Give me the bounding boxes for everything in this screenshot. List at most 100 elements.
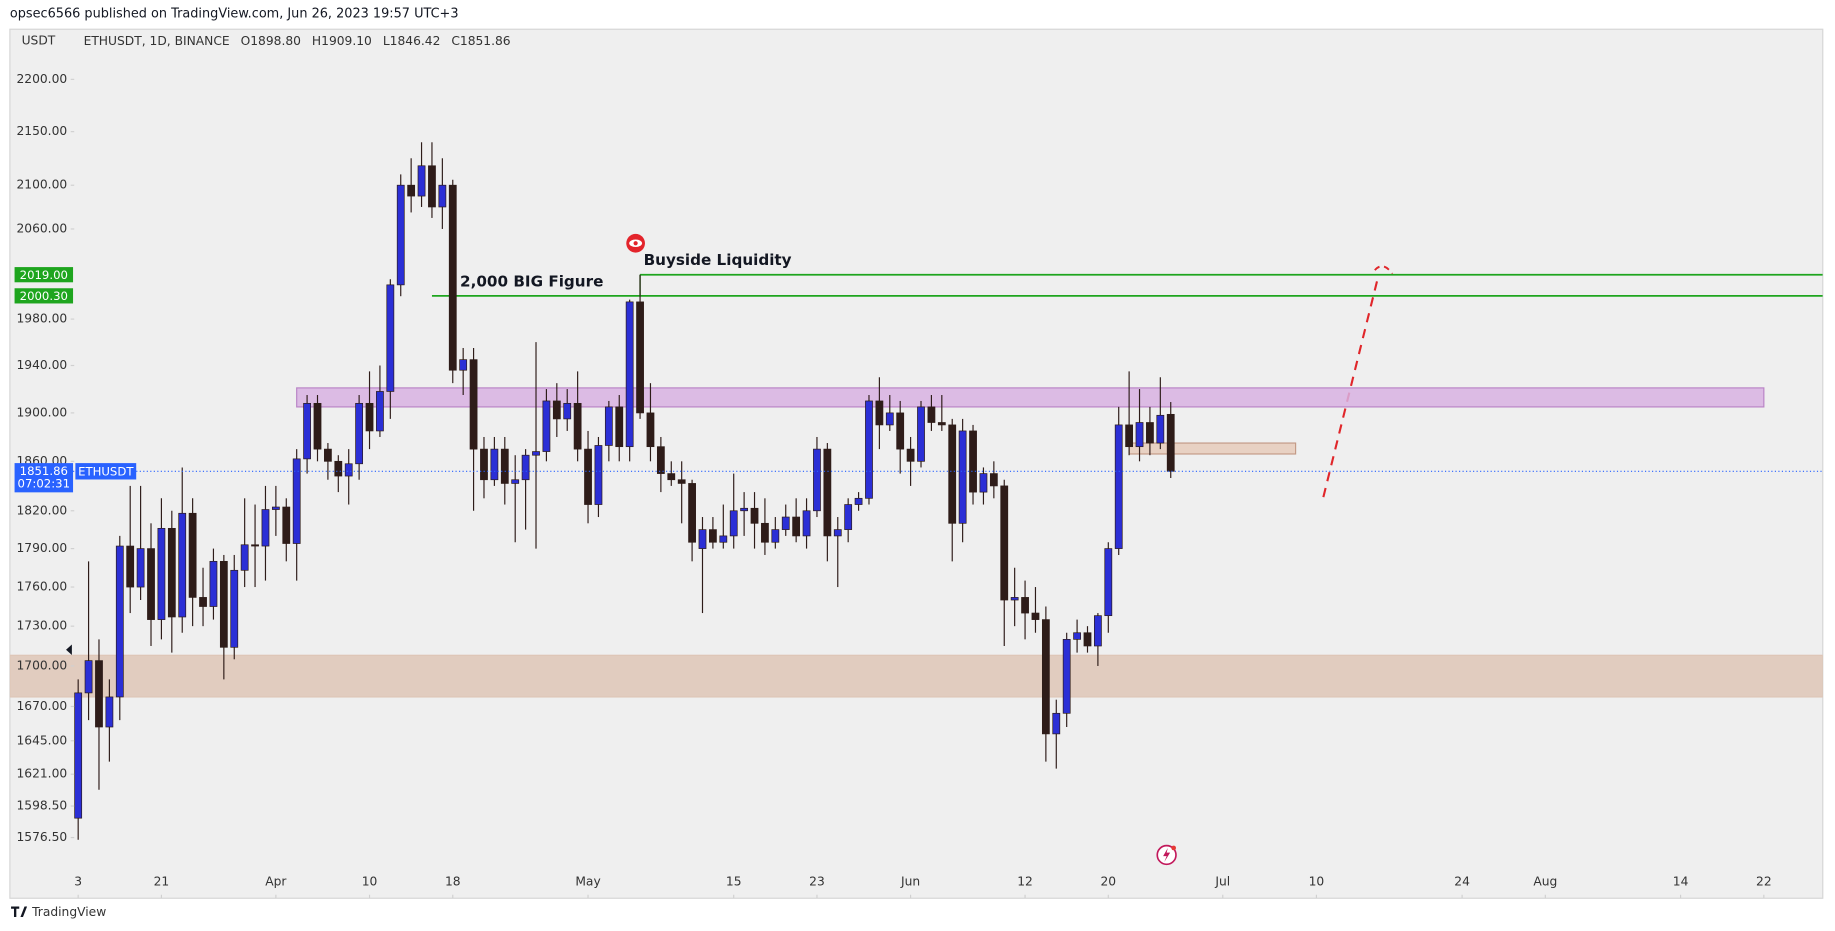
candle-body [500,448,509,484]
x-tick-label: Aug [1533,874,1557,888]
axis-layer: 2200.00 2150.00 2100.00 2060.00 1980.00 1940.… [16,72,1772,899]
last-price-box [14,463,74,493]
candle-body [729,510,738,537]
y-tick-label: 2100.00 [16,178,67,192]
candle-body [407,184,416,197]
candle-body [979,473,988,493]
candle-body [563,402,572,420]
y-tick-label: 1790.00 [16,541,67,555]
candle-body [480,448,488,481]
x-tick-label: 22 [1756,874,1772,888]
candle-body [126,545,135,588]
candle-body [157,527,166,620]
candle-body [792,516,801,537]
candle-body [355,402,364,465]
x-tick-label: 21 [154,874,170,888]
level-label-box [14,267,74,283]
zone [1128,442,1297,455]
candle-body [1104,548,1113,617]
y-tick-label: 1730.00 [16,619,67,633]
event-icon[interactable] [1156,844,1177,866]
candle-body [1146,422,1154,444]
x-tick-label: 10 [1309,874,1325,888]
candle-body [95,660,103,728]
candle-body [865,400,873,499]
candle-body [636,301,644,414]
candle-body [677,479,686,484]
brand-logo [11,906,28,917]
legend-value: 1909.10 [321,33,372,47]
candle-body [896,412,905,450]
legend-label: H [312,33,321,47]
candle-body [344,463,353,477]
annotation: Buyside Liquidity [644,251,792,269]
last-price-label: 1851.86 [20,464,68,478]
y-tick-label: 1940.00 [16,358,67,372]
candle-body [1041,619,1050,735]
y-tick-label: 2150.00 [16,124,67,138]
candle-body [781,516,790,530]
candle-body [1156,414,1165,444]
candle-body [282,506,291,544]
candle-body [1062,639,1071,714]
candle-body [542,400,551,452]
candle-body [1052,712,1061,735]
candle-body [376,391,384,432]
candle-body [740,507,749,512]
candle-body [1125,424,1134,448]
legend-value: 1846.42 [390,33,441,47]
candle-body [927,406,936,423]
zone [296,387,1765,408]
candle-body [532,451,540,456]
candle-body [813,448,821,512]
candle-body [698,529,707,549]
y-tick-label: 2200.00 [16,72,67,86]
x-tick-label: May [575,874,600,888]
x-tick-label: 24 [1454,874,1470,888]
candle-body [584,448,592,505]
candle-body [719,535,728,543]
projection-line [1322,275,1380,498]
plot-area [9,142,1823,840]
candle-body [303,402,311,460]
candle-body [709,529,717,543]
candle-body [396,184,405,286]
candle-body [937,422,946,426]
candle-body [459,359,468,371]
candle-body [324,448,332,462]
eye-icon[interactable] [626,233,645,253]
candle-body [167,527,176,618]
candle-body [230,569,239,648]
x-tick-label: Apr [265,874,287,888]
y-tick-label: 1760.00 [16,580,67,594]
x-tick-label: 10 [362,874,378,888]
candle-body [292,458,301,544]
candle-body [1073,632,1081,640]
legend-title: ETHUSDT, 1D, BINANCE [84,33,230,47]
y-tick-label: 1621.00 [16,767,67,781]
candle-body [417,165,426,197]
y-tick-label: 1700.00 [16,658,67,672]
scroll-marker [66,644,72,655]
candle-body [105,696,114,728]
candle-body [1135,422,1144,448]
candle-body [573,402,582,450]
candle-body [875,400,884,426]
projection-tip [1374,265,1394,275]
y-tick-label: 1670.00 [16,699,67,713]
zone [9,654,1823,698]
candle-body [771,529,780,543]
legend-value: 1898.80 [250,33,301,47]
x-tick-label: 15 [726,874,742,888]
candle-body [656,446,665,474]
level-label: 2000.30 [20,289,68,303]
y-tick-label: 1820.00 [16,503,67,517]
candle-body [989,473,998,487]
y-tick-label: 2060.00 [16,221,67,235]
candle-body [469,359,478,450]
level-label-box [14,288,74,304]
candle-body [750,507,759,524]
candle-body [906,448,915,462]
